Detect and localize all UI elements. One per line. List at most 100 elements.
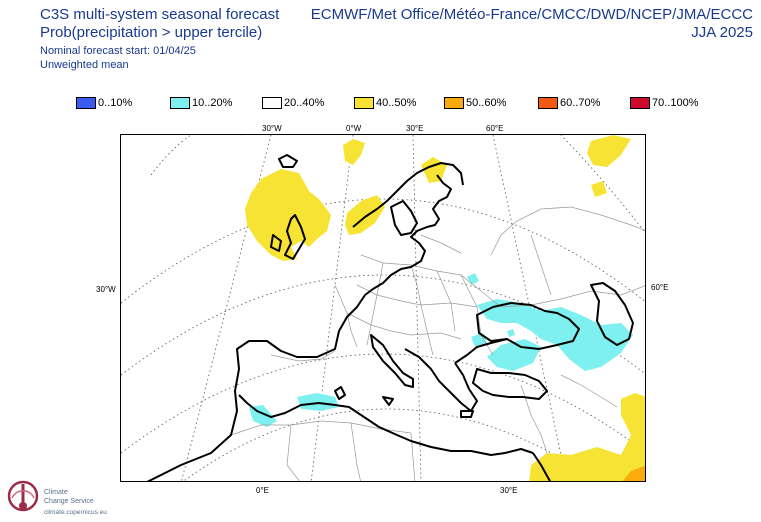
meridian-30e bbox=[412, 135, 422, 481]
lon-label-bottom-0: 0°E bbox=[256, 486, 269, 495]
prob-40-50-areas bbox=[245, 135, 645, 481]
border-line-12 bbox=[350, 422, 361, 481]
header-right: ECMWF/Met Office/Météo-France/CMCC/DWD/N… bbox=[311, 6, 753, 42]
yellow-area-arctic-russia bbox=[587, 135, 631, 167]
border-line-8 bbox=[334, 284, 358, 348]
legend-label-6: 70..100% bbox=[652, 97, 699, 109]
legend-swatch-2 bbox=[262, 97, 282, 109]
coast-north-africa bbox=[238, 394, 362, 418]
border-line-19 bbox=[420, 234, 462, 254]
coast-caspian bbox=[590, 282, 634, 346]
coast-black-sea bbox=[476, 302, 580, 350]
yellow-area-norway bbox=[345, 195, 385, 235]
legend-item-2: 20..40% bbox=[262, 96, 324, 110]
yellow-area-atlantic bbox=[245, 169, 331, 261]
coast-red-sea bbox=[532, 452, 552, 481]
logo-text: Climate Change Service bbox=[44, 488, 94, 506]
legend-label-0: 0..10% bbox=[98, 97, 133, 109]
legend-item-3: 40..50% bbox=[354, 96, 416, 110]
coast-turkey bbox=[472, 368, 548, 400]
legend-item-0: 0..10% bbox=[76, 96, 132, 110]
coast-italy bbox=[370, 334, 414, 388]
legend-swatch-5 bbox=[538, 97, 558, 109]
legend-item-5: 60..70% bbox=[538, 96, 600, 110]
copernicus-logo: Climate Change Service climate.copernicu… bbox=[6, 478, 126, 518]
map-panel bbox=[120, 134, 646, 482]
legend-item-4: 50..60% bbox=[444, 96, 506, 110]
coast-mainland bbox=[146, 174, 452, 481]
border-line-5 bbox=[366, 262, 384, 346]
border-line-16 bbox=[560, 374, 618, 408]
border-line-2 bbox=[356, 284, 478, 308]
border-line-17 bbox=[520, 384, 548, 454]
prob-50-60-areas bbox=[622, 465, 645, 481]
mean-type: Unweighted mean bbox=[40, 59, 129, 71]
yellow-area-norway-sea bbox=[343, 139, 365, 165]
legend-label-2: 20..40% bbox=[284, 97, 325, 109]
yellow-area-middle-east bbox=[529, 393, 645, 481]
logo-line2: Change Service bbox=[44, 498, 94, 505]
border-line-15 bbox=[530, 234, 552, 296]
legend-swatch-4 bbox=[444, 97, 464, 109]
meridian-60w bbox=[150, 135, 192, 176]
legend-label-3: 40..50% bbox=[376, 97, 417, 109]
border-line-10 bbox=[230, 420, 412, 436]
coast-scandinavia bbox=[352, 162, 464, 228]
map-canvas bbox=[121, 135, 645, 481]
cyan-area-ukraine-small bbox=[467, 273, 479, 285]
legend-item-1: 10..20% bbox=[170, 96, 232, 110]
parallel-40n bbox=[121, 353, 645, 454]
border-line-18 bbox=[490, 206, 645, 256]
meridian-0 bbox=[310, 135, 354, 481]
logo-emblem-icon bbox=[7, 480, 39, 512]
coast-crete bbox=[460, 410, 474, 418]
legend-label-5: 60..70% bbox=[560, 97, 601, 109]
lon-label-top-30e: 30°E bbox=[406, 124, 424, 133]
legend-swatch-1 bbox=[170, 97, 190, 109]
coast-britain bbox=[284, 214, 306, 260]
coast-ireland bbox=[270, 234, 282, 252]
coastlines bbox=[146, 154, 634, 481]
coast-libya-egypt bbox=[360, 414, 534, 456]
cyan-area-caspian bbox=[477, 299, 633, 371]
legend-swatch-0 bbox=[76, 97, 96, 109]
parallel-60n bbox=[121, 198, 645, 304]
legend-label-4: 50..60% bbox=[466, 97, 507, 109]
season-label: JJA 2025 bbox=[691, 24, 753, 41]
logo-line1: Climate bbox=[44, 489, 68, 496]
lon-label-top-60e: 60°E bbox=[486, 124, 504, 133]
legend-swatch-6 bbox=[630, 97, 650, 109]
legend-item-6: 70..100% bbox=[630, 96, 698, 110]
left-edge-label: 30°W bbox=[96, 285, 116, 294]
logo-url: climate.copernicus.eu bbox=[44, 509, 107, 516]
legend-swatch-3 bbox=[354, 97, 374, 109]
legend-label-1: 10..20% bbox=[192, 97, 233, 109]
chart-title: C3S multi-system seasonal forecast bbox=[40, 6, 280, 23]
coast-sardinia bbox=[334, 386, 346, 400]
chart-subtitle: Prob(precipitation > upper tercile) bbox=[40, 24, 263, 41]
coast-black-sea-west bbox=[454, 338, 508, 364]
coast-iceland bbox=[278, 154, 298, 168]
lon-label-top-0: 0°W bbox=[346, 124, 362, 133]
border-line-11 bbox=[286, 424, 300, 481]
lon-label-bottom-30e: 30°E bbox=[500, 486, 518, 495]
right-edge-label: 60°E bbox=[651, 283, 669, 292]
meridian-60e bbox=[492, 135, 567, 481]
border-line-3 bbox=[346, 312, 462, 340]
border-line-1 bbox=[360, 254, 502, 308]
coast-sweden-south bbox=[390, 200, 418, 236]
country-borders bbox=[230, 206, 645, 481]
cyan-area-west-med bbox=[297, 393, 339, 411]
coast-sicily bbox=[382, 396, 394, 406]
coast-balkans bbox=[404, 348, 478, 412]
orange-area-arabia bbox=[622, 465, 645, 481]
header-left: C3S multi-system seasonal forecast Prob(… bbox=[40, 6, 279, 72]
lon-label-top-30w: 30°W bbox=[262, 124, 282, 133]
border-line-9 bbox=[270, 350, 336, 362]
forecast-start: Nominal forecast start: 01/04/25 bbox=[40, 45, 196, 57]
centres-list: ECMWF/Met Office/Météo-France/CMCC/DWD/N… bbox=[310, 6, 753, 23]
border-line-4 bbox=[410, 264, 434, 356]
border-line-6 bbox=[436, 270, 456, 332]
cyan-area-crimea bbox=[507, 329, 515, 337]
yellow-area-russia-small bbox=[591, 181, 607, 197]
